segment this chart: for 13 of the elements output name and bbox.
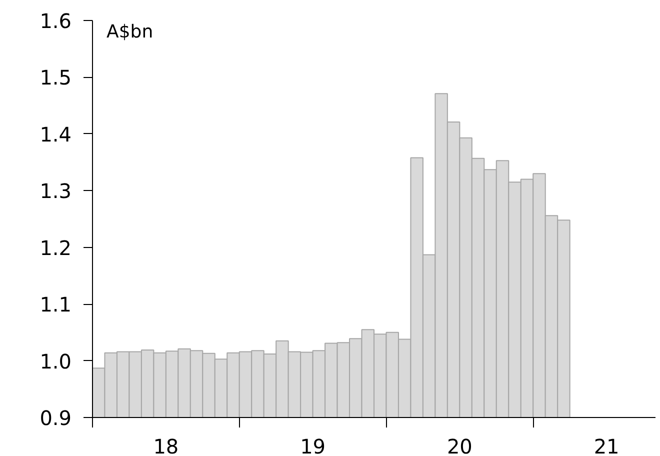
y-tick-label: 1.0 xyxy=(40,349,72,374)
y-tick-label: 0.9 xyxy=(40,406,72,430)
x-tick-label: 19 xyxy=(300,434,326,456)
y-axis-title: A$bn xyxy=(106,22,154,42)
y-tick-label: 1.1 xyxy=(40,292,72,317)
y-tick-label: 1.6 xyxy=(40,9,72,33)
y-tick-label: 1.2 xyxy=(40,236,72,260)
x-tick-label: 20 xyxy=(446,434,472,456)
y-tick-label: 1.5 xyxy=(40,66,72,90)
y-tick-label: 1.3 xyxy=(40,179,72,204)
x-tick-label: 18 xyxy=(153,434,179,456)
x-tick-label: 21 xyxy=(594,434,620,456)
y-tick-label: 1.4 xyxy=(40,122,72,146)
